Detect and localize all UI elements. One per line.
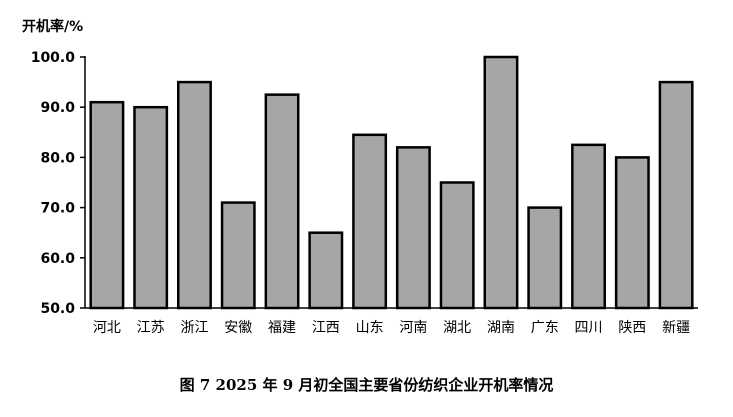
bars (89, 55, 694, 310)
x-category-label: 浙江 (180, 320, 208, 336)
bar (220, 201, 256, 310)
bar (395, 146, 431, 310)
bar (527, 206, 563, 310)
y-tick-label: 50.0 (40, 301, 75, 317)
x-category-label: 新疆 (662, 320, 690, 336)
x-category-label: 湖北 (443, 320, 471, 336)
y-tick-label: 60.0 (40, 251, 75, 267)
bar (614, 156, 650, 310)
y-axis-ticks: 50.0 60.0 70.0 80.0 90.0 100.0 (31, 50, 85, 317)
y-axis-label: 开机率/% (22, 18, 83, 35)
bar (308, 231, 344, 310)
bar (89, 100, 125, 310)
y-tick-label: 70.0 (40, 201, 75, 217)
x-category-label: 四川 (575, 320, 603, 336)
figure-caption: 图 7 2025 年 9 月初全国主要省份纺织企业开机率情况 (179, 376, 554, 394)
bar-chart: 开机率/% 50.0 60.0 70.0 80.0 90.0 100.0 河北 江苏 浙江 安徽… (22, 18, 698, 336)
bar (352, 133, 388, 310)
x-category-label: 江苏 (137, 320, 165, 336)
x-category-label: 湖南 (487, 320, 515, 336)
x-category-label: 江西 (312, 320, 340, 336)
y-tick-label: 80.0 (40, 150, 75, 166)
y-tick-label: 90.0 (40, 100, 75, 116)
bar (483, 55, 519, 310)
y-tick-label: 100.0 (31, 50, 76, 66)
x-axis-categories: 河北 江苏 浙江 安徽 福建 江西 山东 河南 湖北 湖南 广东 四川 陕西 新疆 (93, 320, 690, 336)
x-category-label: 福建 (268, 320, 296, 336)
bar (264, 93, 300, 310)
x-category-label: 广东 (531, 320, 559, 336)
bar (133, 105, 169, 310)
x-category-label: 山东 (356, 320, 384, 336)
x-category-label: 陕西 (618, 320, 646, 336)
bar (571, 143, 606, 310)
bar (177, 80, 212, 310)
x-category-label: 安徽 (224, 320, 252, 336)
x-category-label: 河南 (399, 320, 427, 336)
bar (439, 181, 475, 310)
bar (658, 80, 694, 310)
x-category-label: 河北 (93, 320, 121, 336)
